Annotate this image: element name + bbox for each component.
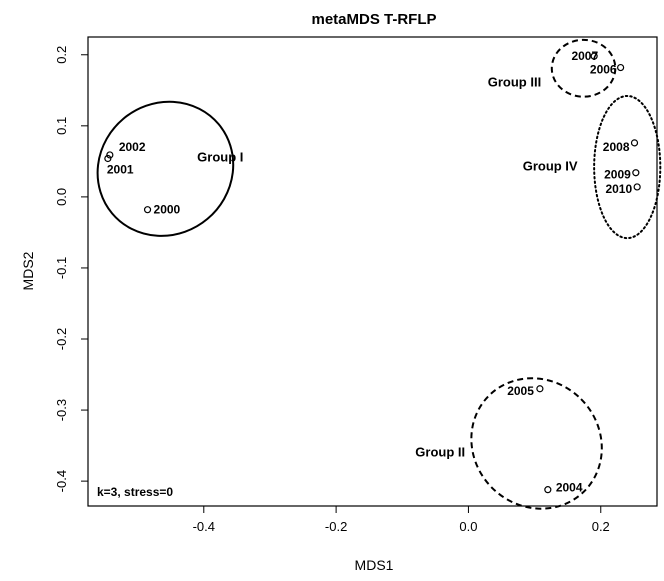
data-point-label: 2001 [107,163,134,177]
x-axis-label: MDS1 [355,557,394,573]
data-point [544,486,552,494]
y-axis-label: MDS2 [20,251,36,290]
data-point [632,169,640,177]
data-point [143,206,152,214]
y-tick-label: -0.3 [54,399,69,421]
x-axis: -0.4 -0.2 0.0 0.2 [193,506,610,534]
data-point-label: 2009 [604,168,631,182]
x-tick-label: -0.2 [325,519,347,534]
data-point [536,385,544,393]
y-tick-label: 0.1 [54,117,69,135]
data-point-label: 2005 [507,384,534,398]
group-label: Group II [415,444,465,459]
group-ellipse [470,377,603,510]
data-point [104,154,112,163]
data-point [633,183,641,191]
data-point-label: 2006 [590,63,617,77]
group-label: Group I [197,149,243,164]
group-ellipse [593,94,662,240]
data-point-label: 2002 [119,140,146,154]
chart-title: metaMDS T-RFLP [311,11,436,28]
x-tick-label: 0.0 [459,519,477,534]
x-tick-label: -0.4 [193,519,215,534]
y-tick-label: -0.4 [54,470,69,492]
group-ellipse [550,38,617,98]
data-point [630,139,639,147]
plot-frame [87,36,658,507]
y-tick-label: 0.0 [54,188,69,206]
data-point-label: 2000 [154,203,181,217]
data-point-label: 2007 [571,49,598,63]
y-tick-label: -0.2 [54,328,69,350]
data-point [590,52,598,60]
x-tick-label: 0.2 [592,519,610,534]
group-ellipse [96,100,235,237]
group-label: Group III [488,75,541,90]
data-point [617,63,625,72]
y-tick-label: 0.2 [54,46,69,64]
group-label: Group IV [523,159,578,174]
data-point-label: 2010 [605,182,632,196]
y-axis: -0.4 -0.3 -0.2 -0.1 0.0 0.1 0.2 [54,46,88,492]
data-point-label: 2008 [603,140,630,154]
stress-annotation: k=3, stress=0 [97,485,173,499]
data-point-label: 2004 [556,481,583,495]
group-ellipses: Group I Group II Group III Group IV [96,38,662,510]
data-point [106,151,114,159]
y-tick-label: -0.1 [54,257,69,279]
